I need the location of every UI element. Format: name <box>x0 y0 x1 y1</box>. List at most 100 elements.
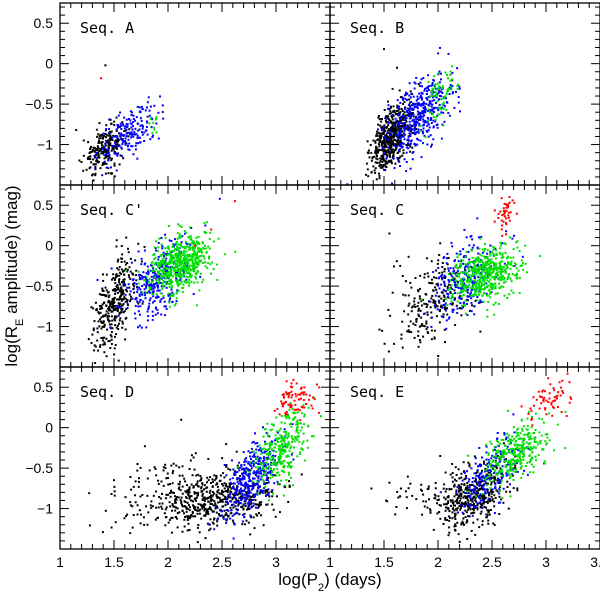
data-point-blue <box>131 297 134 300</box>
data-point-green <box>183 266 186 268</box>
data-point-blue <box>148 284 150 287</box>
data-point-black <box>206 476 209 479</box>
data-point-black <box>169 495 172 498</box>
data-point-blue <box>138 128 141 131</box>
data-point-blue <box>407 147 410 150</box>
data-point-black <box>396 106 399 109</box>
data-point-black <box>430 329 433 332</box>
data-point-black <box>94 156 96 159</box>
data-point-blue <box>443 120 446 123</box>
data-point-blue <box>403 108 406 111</box>
data-point-blue <box>247 487 250 490</box>
data-point-blue <box>147 308 150 311</box>
data-point-black <box>183 512 185 515</box>
data-point-black <box>183 500 186 503</box>
data-point-green <box>472 284 475 287</box>
data-point-green <box>189 267 192 270</box>
data-point-black <box>109 139 112 142</box>
data-point-black <box>174 501 177 504</box>
data-point-black <box>126 513 129 516</box>
data-point-black <box>165 506 168 509</box>
data-point-green <box>184 240 187 243</box>
data-point-black <box>214 502 217 505</box>
data-point-black <box>442 300 445 302</box>
data-point-black <box>393 342 396 345</box>
data-point-blue <box>397 107 400 110</box>
data-point-blue <box>148 114 151 117</box>
data-point-black <box>428 281 431 284</box>
data-point-green <box>186 260 189 263</box>
data-points <box>378 196 541 357</box>
data-point-black <box>173 491 175 494</box>
data-point-black <box>409 90 412 93</box>
data-point-blue <box>439 46 441 49</box>
data-point-blue <box>276 431 279 434</box>
data-point-blue <box>249 514 252 517</box>
data-point-black <box>381 157 384 160</box>
data-point-black <box>87 338 90 341</box>
data-point-black <box>161 507 164 510</box>
data-point-green <box>493 254 496 257</box>
data-point-green <box>181 260 184 263</box>
data-point-blue <box>240 487 242 490</box>
data-point-blue <box>256 455 259 458</box>
data-point-blue <box>108 154 111 157</box>
data-point-black <box>119 296 121 299</box>
data-point-black <box>202 506 205 509</box>
data-point-blue <box>247 473 250 475</box>
data-point-blue <box>249 458 252 460</box>
data-point-blue <box>441 278 444 281</box>
data-point-black <box>382 150 385 153</box>
data-point-black <box>105 141 108 144</box>
data-point-black <box>119 286 122 289</box>
data-point-blue <box>397 149 400 152</box>
data-point-green <box>499 244 502 247</box>
data-point-black <box>375 157 378 160</box>
data-point-red <box>505 223 508 226</box>
data-point-blue <box>411 107 414 110</box>
data-point-black <box>129 278 132 280</box>
data-point-black <box>89 155 92 158</box>
data-point-black <box>232 506 235 509</box>
data-point-green <box>524 244 527 247</box>
data-point-green <box>168 295 171 298</box>
data-point-black <box>458 295 461 298</box>
data-point-black <box>391 118 394 121</box>
data-point-green <box>190 280 193 283</box>
data-point-black <box>407 139 410 142</box>
data-point-blue <box>462 262 465 265</box>
data-point-blue <box>243 461 246 463</box>
data-point-green <box>178 236 181 239</box>
data-point-green <box>487 263 490 266</box>
data-point-green <box>460 285 463 288</box>
data-point-black <box>417 313 420 316</box>
data-point-blue <box>432 271 435 273</box>
data-point-black <box>374 140 377 143</box>
data-point-green <box>190 274 193 277</box>
data-point-green <box>159 269 162 272</box>
data-point-black <box>187 522 190 525</box>
data-point-green <box>475 293 477 296</box>
data-point-blue <box>241 520 244 523</box>
data-point-blue <box>445 262 448 265</box>
data-point-black <box>390 105 392 108</box>
data-point-black <box>371 156 374 158</box>
y-tick-label: 0.5 <box>34 15 54 31</box>
data-point-blue <box>431 96 434 99</box>
data-point-green <box>479 237 482 240</box>
data-point-blue <box>442 111 445 114</box>
data-point-black <box>181 504 183 506</box>
data-point-black <box>120 257 123 260</box>
data-point-blue <box>155 122 158 125</box>
data-point-green <box>510 280 513 283</box>
data-point-green <box>168 270 171 273</box>
data-point-blue <box>462 256 465 259</box>
data-point-blue <box>452 270 455 273</box>
data-point-blue <box>139 277 142 279</box>
data-point-black <box>110 278 113 281</box>
data-point-green <box>495 252 498 255</box>
data-point-blue <box>129 119 132 122</box>
data-point-green <box>179 270 182 273</box>
data-point-black <box>115 286 118 289</box>
data-point-black <box>393 132 396 134</box>
